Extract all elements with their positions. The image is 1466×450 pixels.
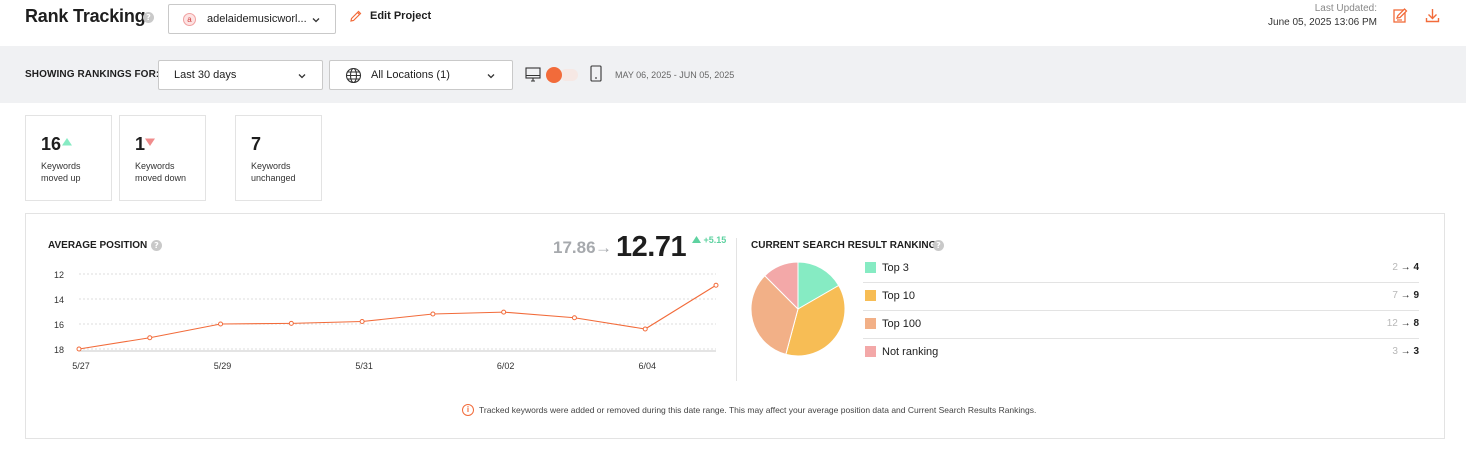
- search-rankings-title: CURRENT SEARCH RESULT RANKINGS: [751, 240, 944, 251]
- data-point[interactable]: [147, 335, 153, 341]
- legend-label: Top 10: [882, 290, 916, 302]
- help-icon[interactable]: ?: [151, 240, 162, 251]
- legend-row: Top 100 12 → 8: [863, 311, 1419, 339]
- x-tick-label: 5/29: [214, 361, 232, 371]
- pencil-icon: [350, 10, 362, 22]
- help-icon[interactable]: ?: [143, 12, 154, 23]
- legend-change: 12 → 8: [1386, 318, 1419, 329]
- stat-value: 1: [135, 134, 146, 154]
- globe-icon: [345, 67, 362, 84]
- data-point[interactable]: [76, 346, 82, 352]
- date-range: MAY 06, 2025 - JUN 05, 2025: [615, 70, 735, 80]
- average-position-title: AVERAGE POSITION: [48, 240, 148, 251]
- x-tick-label: 6/04: [638, 361, 656, 371]
- period-select[interactable]: Last 30 days: [158, 60, 323, 90]
- legend-swatch: [865, 290, 876, 301]
- help-icon[interactable]: ?: [933, 240, 944, 251]
- x-tick-label: 5/31: [355, 361, 373, 371]
- info-icon: i: [462, 404, 474, 416]
- stat-desc: Keywords moved down: [135, 161, 187, 183]
- pie-slice-top-10[interactable]: [785, 284, 846, 357]
- data-point[interactable]: [571, 315, 577, 321]
- data-point[interactable]: [642, 326, 648, 332]
- chevron-down-icon: [487, 74, 495, 79]
- data-point[interactable]: [288, 320, 294, 326]
- chevron-down-icon: [298, 74, 306, 79]
- data-point[interactable]: [218, 321, 224, 327]
- average-position-chart: 12 14 16 18 5/27 5/29 5/31 6/02 6/04: [54, 270, 719, 371]
- legend-label: Top 3: [882, 262, 909, 274]
- legend-change: 3 → 3: [1392, 346, 1419, 357]
- x-tick-label: 5/27: [72, 361, 90, 371]
- y-tick-label: 16: [54, 320, 64, 330]
- legend-change: 7 → 9: [1392, 290, 1419, 301]
- device-toggle-track: [560, 69, 578, 81]
- edit-report-icon[interactable]: [1392, 7, 1409, 24]
- project-name: adelaidemusicworl...: [207, 13, 307, 25]
- period-value: Last 30 days: [174, 69, 237, 81]
- stat-card-moved-up: 16 Keywords moved up: [25, 115, 112, 201]
- y-tick-label: 12: [54, 270, 64, 280]
- rankings-panel: AVERAGE POSITION ? 17.86 → 12.71 +5.15 1…: [25, 213, 1445, 439]
- download-icon[interactable]: [1424, 7, 1441, 24]
- legend-row: Not ranking 3 → 3: [863, 339, 1419, 367]
- triangle-down-icon: [145, 138, 155, 146]
- legend-row: Top 3 2 → 4: [863, 255, 1419, 283]
- data-point[interactable]: [713, 282, 719, 288]
- filter-label: SHOWING RANKINGS FOR:: [25, 69, 160, 80]
- pie-slice-top-100[interactable]: [750, 275, 799, 356]
- project-selector[interactable]: a adelaidemusicworl...: [168, 4, 336, 34]
- legend-swatch: [865, 346, 876, 357]
- pie-slice-not-ranking[interactable]: [764, 261, 799, 311]
- stat-desc: Keywords moved up: [41, 161, 81, 183]
- stat-card-moved-down: 1 Keywords moved down: [119, 115, 206, 201]
- data-point[interactable]: [430, 311, 436, 317]
- project-favicon-icon: a: [183, 13, 196, 26]
- last-updated-value: June 05, 2025 13:06 PM: [1268, 17, 1377, 28]
- data-point[interactable]: [501, 309, 507, 315]
- last-updated-label: Last Updated:: [1314, 3, 1377, 14]
- legend-label: Not ranking: [882, 346, 939, 358]
- triangle-up-icon: [62, 138, 72, 146]
- location-select[interactable]: All Locations (1): [329, 60, 513, 90]
- page-header: Rank Tracking ? a adelaidemusicworl... E…: [0, 0, 1466, 46]
- legend-label: Top 100: [882, 318, 922, 330]
- panel-divider: [736, 238, 737, 381]
- legend-swatch: [865, 262, 876, 273]
- triangle-up-icon: [692, 236, 701, 243]
- legend-change: 2 → 4: [1392, 262, 1419, 273]
- y-tick-label: 14: [54, 295, 64, 305]
- chevron-down-icon: [312, 18, 320, 23]
- location-value: All Locations (1): [371, 69, 450, 81]
- x-tick-label: 6/02: [497, 361, 515, 371]
- device-toggle[interactable]: [546, 67, 562, 83]
- edit-project-label: Edit Project: [370, 10, 432, 22]
- avg-position-previous: 17.86: [553, 238, 596, 257]
- stat-value: 7: [251, 134, 262, 154]
- data-point[interactable]: [359, 319, 365, 324]
- desktop-icon[interactable]: [525, 67, 541, 82]
- page-title: Rank Tracking: [25, 6, 146, 26]
- stat-card-unchanged: 7 Keywords unchanged: [235, 115, 322, 201]
- stat-value: 16: [41, 134, 62, 154]
- legend-swatch: [865, 318, 876, 329]
- search-rankings-pie-chart: [750, 261, 846, 357]
- avg-position-current: 12.71: [616, 231, 687, 263]
- filter-bar: SHOWING RANKINGS FOR: Last 30 days All L…: [0, 46, 1466, 103]
- pie-slice-top-3[interactable]: [797, 261, 840, 310]
- avg-position-change: +5.15: [692, 235, 726, 245]
- mobile-icon[interactable]: [590, 65, 602, 82]
- series-line: [78, 284, 717, 350]
- stat-desc: Keywords unchanged: [251, 161, 296, 183]
- notice-text: Tracked keywords were added or removed d…: [479, 405, 1037, 415]
- avg-position-arrow: →: [595, 238, 612, 257]
- y-tick-label: 18: [54, 345, 64, 355]
- legend-row: Top 10 7 → 9: [863, 283, 1419, 311]
